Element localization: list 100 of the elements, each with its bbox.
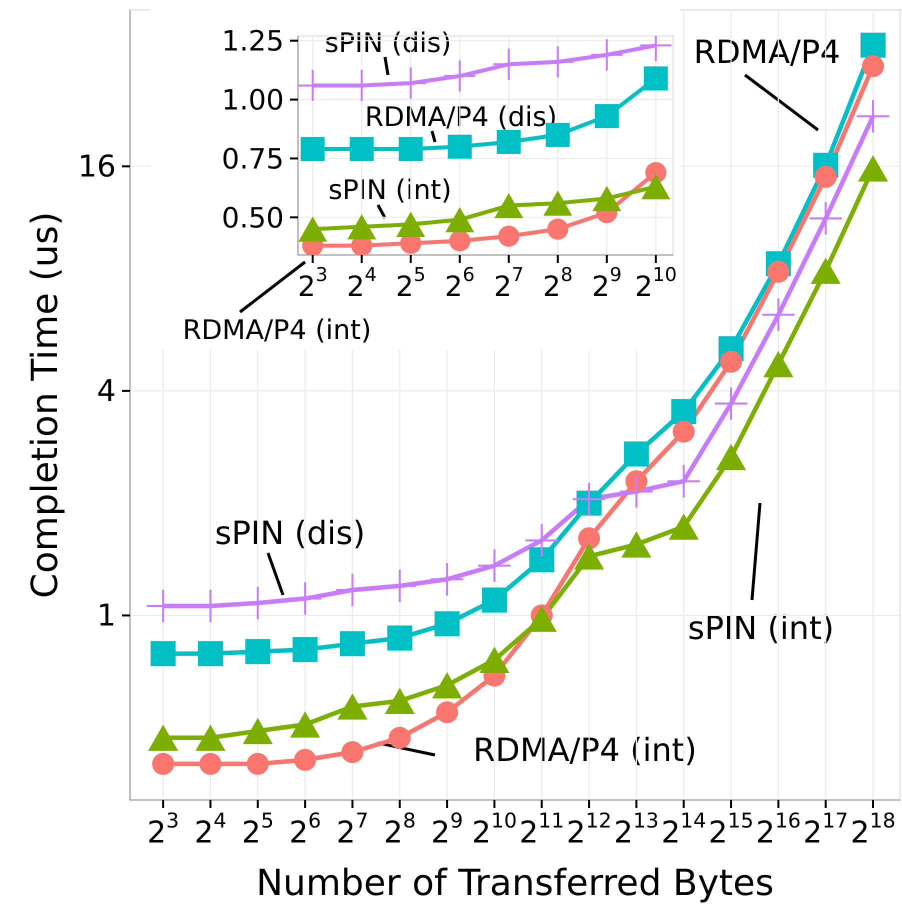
x-tick-label: 2$^{12}$ (566, 808, 612, 850)
point (288, 582, 322, 615)
x-tick-label: 2$^{7}$ (494, 264, 524, 302)
point (858, 155, 888, 182)
point (398, 137, 423, 162)
point (340, 631, 365, 656)
x-tick-label: 2$^{5}$ (242, 808, 274, 850)
point (387, 625, 412, 650)
point (199, 752, 222, 775)
series-label: RDMA/P4 (int) (473, 731, 697, 769)
point (578, 527, 600, 550)
point (547, 218, 568, 240)
x-tick-label: 2$^{6}$ (289, 808, 322, 850)
point (152, 752, 174, 775)
point (641, 174, 670, 200)
x-tick-label: 2$^{15}$ (708, 808, 754, 850)
point (498, 226, 520, 247)
point (672, 420, 695, 443)
point (150, 641, 176, 666)
x-tick-label: 2$^{3}$ (298, 264, 328, 302)
x-tick-label: 2$^{10}$ (472, 808, 517, 850)
point (809, 202, 842, 235)
point (444, 60, 476, 92)
x-tick-label: 2$^{11}$ (519, 808, 564, 850)
point (300, 137, 325, 162)
point (543, 190, 572, 216)
series-label: sPIN (int) (328, 174, 452, 206)
point (298, 216, 328, 242)
point (245, 639, 270, 664)
y-tick-label: 1.25 (222, 24, 284, 58)
series-label: RDMA/P4 (dis) (364, 102, 558, 132)
x-tick-label: 2$^{7}$ (336, 808, 368, 850)
point (592, 186, 622, 212)
point (445, 207, 474, 232)
point (525, 524, 558, 557)
point (290, 711, 320, 738)
x-tick-label: 2$^{9}$ (592, 264, 622, 302)
point (195, 724, 226, 751)
point (620, 475, 653, 508)
x-tick-label: 2$^{9}$ (431, 808, 464, 850)
x-tick-label: 2$^{10}$ (634, 264, 677, 302)
point (479, 646, 510, 674)
point (720, 350, 742, 373)
point (449, 230, 470, 252)
y-tick-label: 1 (96, 598, 116, 633)
x-tick-label: 2$^{18}$ (850, 808, 896, 850)
point (347, 214, 376, 240)
point (336, 574, 369, 606)
point (542, 46, 574, 78)
series-label: sPIN (dis) (214, 514, 366, 552)
point (434, 611, 460, 636)
point (668, 514, 699, 540)
point (860, 32, 886, 58)
point (862, 55, 884, 78)
point (384, 570, 416, 602)
x-tick-label: 2$^{16}$ (756, 808, 801, 850)
x-tick-label: 2$^{4}$ (346, 264, 377, 302)
x-axis-title: Number of Transferred Bytes (256, 862, 774, 904)
point (624, 441, 649, 466)
point (671, 399, 696, 424)
y-tick-label: 4 (96, 373, 116, 408)
point (574, 543, 604, 570)
point (337, 693, 368, 720)
point (242, 718, 273, 744)
point (494, 192, 524, 218)
point (572, 482, 606, 516)
point (432, 672, 462, 698)
point (763, 350, 794, 378)
point (716, 444, 746, 470)
point (482, 587, 507, 612)
point (667, 464, 700, 498)
point (388, 726, 411, 749)
y-tick-label: 0.50 (222, 200, 284, 234)
point (621, 531, 652, 558)
x-tick-label: 2$^{5}$ (396, 264, 426, 302)
point (292, 637, 318, 662)
y-tick-label: 16 (78, 148, 116, 184)
series-label: sPIN (int) (688, 609, 834, 647)
point (814, 166, 837, 188)
point (810, 258, 841, 284)
point (529, 547, 554, 572)
point (148, 724, 178, 751)
x-tick-label: 2$^{6}$ (444, 264, 475, 302)
point (396, 212, 426, 237)
x-tick-label: 2$^{17}$ (803, 808, 848, 850)
series-label: RDMA/P4 (694, 33, 840, 71)
point (294, 748, 316, 771)
point (762, 298, 795, 331)
point (430, 563, 464, 596)
x-tick-label: 2$^{14}$ (661, 808, 706, 850)
point (478, 549, 511, 582)
point (341, 741, 364, 764)
x-tick-label: 2$^{4}$ (194, 808, 226, 850)
x-tick-label: 2$^{8}$ (542, 264, 573, 302)
y-tick-label: 1.00 (222, 83, 284, 116)
point (591, 39, 622, 70)
point (384, 688, 415, 714)
point (767, 260, 790, 283)
x-tick-label: 2$^{3}$ (147, 808, 180, 850)
point (448, 134, 472, 159)
